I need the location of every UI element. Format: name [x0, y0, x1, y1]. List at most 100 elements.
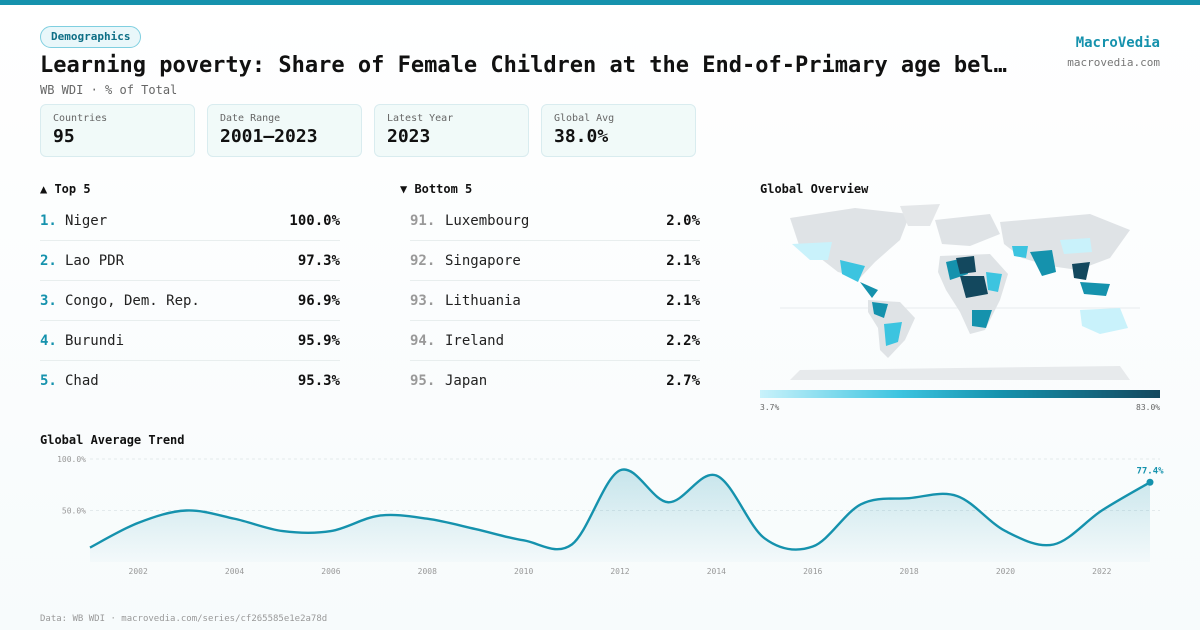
map-region-us[interactable] [792, 242, 832, 260]
list-item[interactable]: 4. Burundi 95.9% [40, 321, 340, 361]
stat-label: Date Range [220, 113, 281, 124]
map-region-europe[interactable] [935, 214, 1000, 246]
x-tick-label: 2002 [129, 567, 148, 576]
stat-value: 38.0% [554, 126, 609, 147]
map-region-greenland[interactable] [900, 204, 940, 226]
category-badge[interactable]: Demographics [40, 26, 142, 48]
rank-number: 91. [410, 212, 436, 229]
map-region-india[interactable] [1030, 250, 1056, 276]
trend-points: 77.4% [1136, 466, 1164, 486]
x-tick-label: 2022 [1092, 567, 1111, 576]
country-value: 2.0% [666, 212, 700, 229]
x-tick-label: 2020 [996, 567, 1015, 576]
country-value: 2.2% [666, 332, 700, 349]
list-item[interactable]: 1. Niger 100.0% [40, 201, 340, 241]
map-region-niger[interactable] [956, 256, 976, 274]
country-name: Congo, Dem. Rep. [65, 292, 200, 309]
page-subtitle: WB WDI · % of Total [40, 83, 178, 97]
stat-value: 2001–2023 [220, 126, 318, 147]
color-scale-bar [760, 390, 1160, 398]
stat-label: Global Avg [554, 113, 615, 124]
country-name: Luxembourg [445, 212, 530, 229]
stat-latest-year: Latest Year 2023 [374, 104, 529, 157]
map-region-colombia[interactable] [872, 302, 888, 318]
country-name: Singapore [445, 252, 521, 269]
rank-number: 92. [410, 252, 436, 269]
scale-max-label: 83.0% [1136, 403, 1161, 412]
country-value: 2.1% [666, 292, 700, 309]
last-value-label: 77.4% [1136, 466, 1164, 476]
x-tick-label: 2014 [707, 567, 726, 576]
stats-row: Countries 95 Date Range 2001–2023 Latest… [40, 104, 696, 157]
x-tick-label: 2008 [418, 567, 437, 576]
trend-chart[interactable]: 100.0% 50.0% 2002 2004 2006 2008 2010 2012 2014… [0, 450, 1200, 600]
list-item[interactable]: 92. Singapore 2.1% [410, 241, 700, 281]
list-item[interactable]: 3. Congo, Dem. Rep. 96.9% [40, 281, 340, 321]
bottom5-list: 91. Luxembourg 2.0% 92. Singapore 2.1% 9… [410, 201, 700, 401]
list-item[interactable]: 94. Ireland 2.2% [410, 321, 700, 361]
map-region-east-africa[interactable] [986, 272, 1002, 292]
bottom5-title: ▼ Bottom 5 [400, 182, 473, 196]
trend-line[interactable] [89, 468, 1151, 551]
rank-number: 93. [410, 292, 436, 309]
trend-title: Global Average Trend [40, 433, 185, 447]
country-value: 100.0% [289, 212, 340, 229]
map-region-central-africa[interactable] [960, 276, 988, 298]
world-map[interactable] [760, 200, 1160, 385]
scale-min-label: 3.7% [760, 403, 780, 412]
map-region-southern-africa[interactable] [972, 310, 992, 328]
country-value: 2.1% [666, 252, 700, 269]
map-region-central-america[interactable] [860, 282, 878, 298]
list-item[interactable]: 2. Lao PDR 97.3% [40, 241, 340, 281]
y-tick-label: 50.0% [62, 507, 86, 516]
x-tick-label: 2016 [803, 567, 822, 576]
map-region-indonesia[interactable] [1080, 282, 1110, 296]
country-name: Niger [65, 212, 108, 229]
list-item[interactable]: 5. Chad 95.3% [40, 361, 340, 401]
brand-url[interactable]: macrovedia.com [1067, 56, 1160, 69]
map-region-pakistan[interactable] [1012, 246, 1028, 258]
x-tick-label: 2010 [514, 567, 533, 576]
list-item[interactable]: 95. Japan 2.7% [410, 361, 700, 401]
map-region-lao[interactable] [1072, 262, 1090, 280]
x-tick-label: 2012 [610, 567, 629, 576]
country-value: 95.3% [297, 373, 340, 389]
rank-number: 1. [40, 212, 57, 229]
trend-area [90, 469, 1150, 562]
y-axis-ticks: 100.0% 50.0% [57, 455, 86, 516]
brand: MacroVedia macrovedia.com [1067, 35, 1160, 69]
map-region-antarctica[interactable] [790, 366, 1130, 380]
country-name: Lithuania [445, 292, 521, 309]
y-tick-label: 100.0% [57, 455, 86, 464]
rank-number: 3. [40, 292, 57, 309]
stat-label: Latest Year [387, 113, 454, 124]
country-name: Chad [65, 373, 99, 389]
list-item[interactable]: 91. Luxembourg 2.0% [410, 201, 700, 241]
map-region-china[interactable] [1060, 238, 1092, 254]
x-axis-ticks: 2002 2004 2006 2008 2010 2012 2014 2016 2018 2020… [129, 567, 1112, 576]
country-name: Japan [445, 373, 488, 389]
country-name: Ireland [445, 332, 505, 349]
list-item[interactable]: 93. Lithuania 2.1% [410, 281, 700, 321]
last-data-point[interactable] [1146, 478, 1154, 486]
country-value: 95.9% [297, 332, 340, 349]
stat-countries: Countries 95 [40, 104, 195, 157]
country-name: Burundi [65, 332, 125, 349]
map-title: Global Overview [760, 182, 869, 196]
map-region-australia[interactable] [1080, 308, 1128, 334]
country-value: 97.3% [297, 252, 340, 269]
map-region-north-america[interactable] [790, 208, 910, 278]
rank-number: 4. [40, 332, 57, 349]
rank-number: 94. [410, 332, 436, 349]
stat-value: 2023 [387, 126, 431, 147]
stat-value: 95 [53, 126, 75, 147]
map-region-mexico[interactable] [840, 260, 865, 282]
country-value: 96.9% [297, 292, 340, 309]
stat-global-avg: Global Avg 38.0% [541, 104, 696, 157]
source-footer[interactable]: Data: WB WDI · macrovedia.com/series/cf2… [40, 614, 328, 624]
top5-title: ▲ Top 5 [40, 182, 91, 196]
brand-name[interactable]: MacroVedia [1075, 35, 1160, 51]
stat-date-range: Date Range 2001–2023 [207, 104, 362, 157]
x-tick-label: 2006 [321, 567, 340, 576]
map-region-argentina[interactable] [884, 322, 902, 346]
